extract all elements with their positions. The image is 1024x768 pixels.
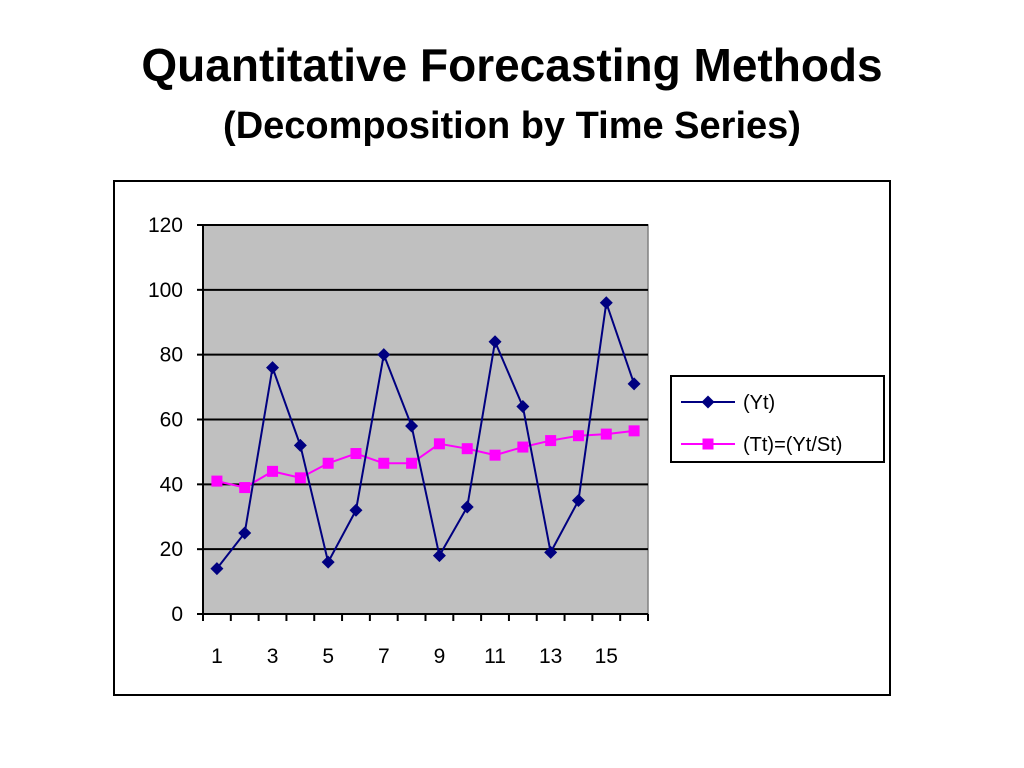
x-tick-label: 15	[595, 645, 618, 668]
y-axis-tick-labels: 0 20 40 60 80 100 120	[148, 214, 183, 626]
data-point	[210, 562, 224, 576]
y-tick-label: 20	[160, 538, 183, 561]
series-yt	[210, 296, 641, 576]
x-tick-label: 3	[267, 645, 279, 668]
legend-label: (Tt)=(Yt/St)	[743, 434, 842, 456]
legend-label: (Yt)	[743, 392, 775, 414]
y-tick-label: 60	[160, 409, 183, 432]
x-tick-label: 1	[211, 645, 223, 668]
data-point	[599, 296, 613, 310]
data-point	[350, 448, 362, 460]
data-point	[266, 361, 280, 375]
data-point	[267, 465, 279, 477]
data-point	[433, 438, 445, 450]
data-point	[544, 545, 558, 559]
data-point	[545, 435, 557, 447]
x-tick-label: 5	[322, 645, 334, 668]
legend-marker	[702, 438, 714, 450]
legend: (Yt) (Tt)=(Yt/St)	[670, 375, 885, 463]
data-point	[628, 425, 640, 437]
data-point	[517, 441, 529, 453]
gridlines	[203, 224, 648, 551]
data-point	[377, 348, 391, 362]
axes	[197, 224, 649, 621]
data-point	[239, 482, 251, 494]
data-point	[211, 475, 223, 487]
y-tick-label: 80	[160, 344, 183, 367]
data-point	[238, 526, 252, 540]
data-point	[460, 500, 474, 514]
y-tick-label: 120	[148, 214, 183, 237]
data-point	[349, 503, 363, 517]
data-point	[627, 377, 641, 391]
data-point	[572, 430, 584, 442]
data-point	[432, 549, 446, 563]
x-axis-tick-labels: 1 3 5 7 9 11 13 15	[211, 645, 618, 668]
series-tt	[211, 425, 640, 494]
data-point	[516, 400, 530, 414]
series-line	[216, 302, 636, 570]
data-point	[405, 419, 419, 433]
x-tick-label: 13	[539, 645, 562, 668]
x-tick-label: 7	[378, 645, 390, 668]
x-tick-label: 9	[434, 645, 446, 668]
y-tick-label: 40	[160, 473, 183, 496]
series-layer	[210, 296, 641, 576]
data-point	[294, 472, 306, 484]
y-tick-label: 100	[148, 279, 183, 302]
slide-subtitle: (Decomposition by Time Series)	[223, 105, 801, 147]
data-point	[321, 555, 335, 569]
slide-title: Quantitative Forecasting Methods	[141, 39, 883, 91]
data-point	[322, 457, 334, 469]
legend-marker	[701, 395, 715, 409]
x-tick-label: 11	[484, 645, 506, 668]
data-point	[378, 457, 390, 469]
series-line	[216, 429, 635, 489]
y-tick-label: 0	[171, 603, 183, 626]
data-point	[488, 335, 502, 349]
data-point	[489, 449, 501, 461]
data-point	[571, 494, 585, 508]
data-point	[461, 443, 473, 455]
data-point	[293, 438, 307, 452]
data-point	[406, 457, 418, 469]
data-point	[600, 428, 612, 440]
